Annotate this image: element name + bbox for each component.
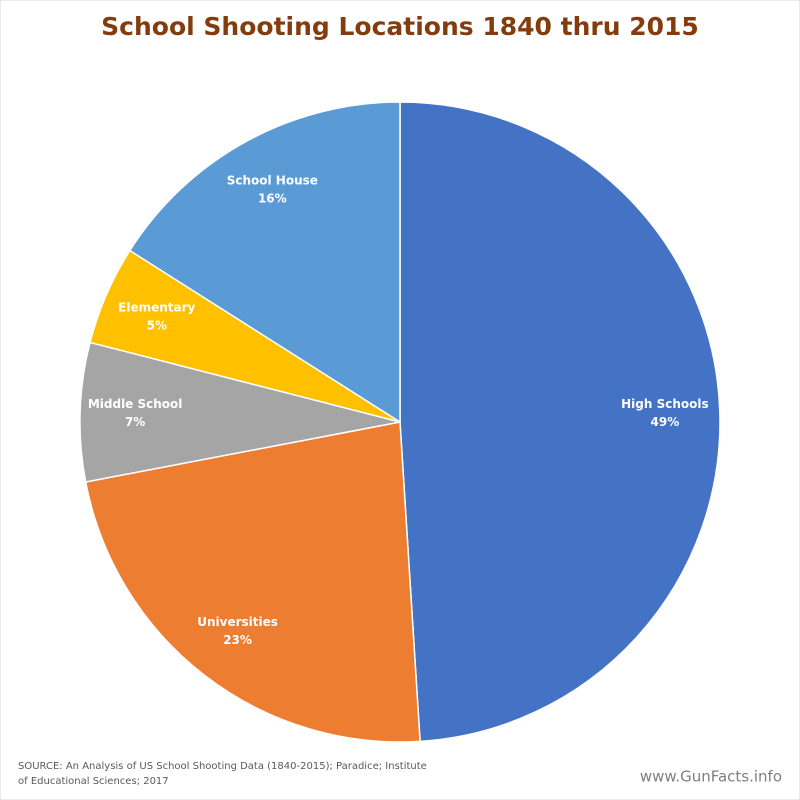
pie-slice: [79, 341, 401, 483]
slice-label: Middle School: [88, 397, 183, 411]
slice-label: Universities: [197, 615, 278, 629]
pie-slice: [128, 101, 401, 424]
chart-title: School Shooting Locations 1840 thru 2015: [101, 12, 699, 41]
slice-label: High Schools: [621, 397, 709, 411]
data-label: 23%: [223, 633, 252, 647]
data-label: 16%: [258, 191, 287, 205]
pie-slice: [399, 101, 721, 743]
slice-label: School House: [227, 173, 318, 187]
source-note: of Educational Sciences; 2017: [18, 776, 169, 787]
data-label: 5%: [147, 318, 167, 332]
pie-slice: [84, 421, 421, 743]
source-note: SOURCE: An Analysis of US School Shootin…: [18, 761, 427, 772]
data-label: 49%: [651, 415, 680, 429]
slice-label: Elementary: [118, 300, 195, 314]
data-label: 7%: [125, 415, 145, 429]
watermark: www.GunFacts.info: [640, 768, 782, 786]
